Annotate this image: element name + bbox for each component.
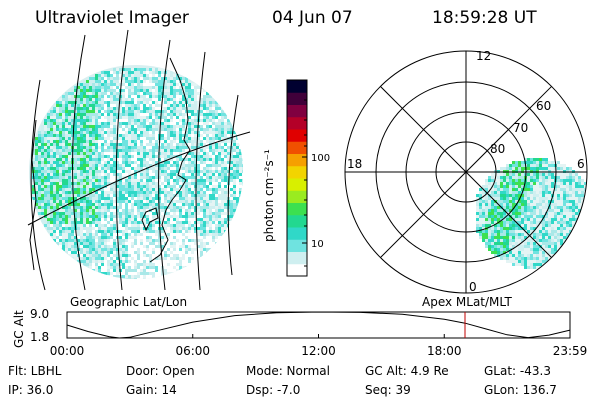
filter-value: Flt: LBHL (8, 364, 62, 378)
observation-date: 04 Jun 07 (272, 8, 353, 28)
coastline-west (29, 119, 37, 271)
polar-grid (344, 50, 588, 294)
mode-value: Mode: Normal (246, 364, 330, 378)
meridian-line (158, 39, 171, 291)
colorbar-tick-label: 10 (311, 239, 324, 250)
glon-value: GLon: 136.7 (484, 383, 557, 397)
colorbar-segment (287, 129, 307, 142)
mlt-label-12: 12 (476, 49, 491, 63)
meridian-line (30, 79, 46, 291)
colorbar-segment (287, 141, 307, 154)
altitude-y-label: GC Alt (12, 310, 26, 348)
mlat-label-70: 70 (513, 121, 528, 135)
mlt-label-6: 6 (577, 157, 585, 171)
altitude-x-tick-label: 18:00 (427, 344, 462, 358)
colorbar-segment (287, 165, 307, 179)
dsp-value: Dsp: -7.0 (246, 383, 301, 397)
instrument-title: Ultraviolet Imager (35, 8, 189, 28)
colorbar-segment (287, 227, 307, 240)
colorbar-segment (287, 116, 307, 130)
mlat-label-80: 80 (490, 142, 505, 156)
altitude-y-tick-label: 9.0 (30, 307, 49, 321)
geographic-disk (27, 29, 251, 291)
altitude-x-tick-label: 00:00 (50, 344, 85, 358)
colorbar-segment (287, 202, 307, 216)
colorbar-tick-label: 100 (311, 153, 330, 164)
gain-value: Gain: 14 (126, 383, 177, 397)
polar-emission-pixels (476, 158, 587, 269)
meridian-line (195, 51, 206, 291)
colorbar-segment (287, 190, 307, 203)
colorbar-segment (287, 263, 307, 277)
altitude-x-tick-label: 12:00 (301, 344, 336, 358)
sequence-value: Seq: 39 (365, 383, 411, 397)
island-outline (141, 207, 159, 232)
observation-time: 18:59:28 UT (432, 8, 537, 28)
colorbar-segment (287, 153, 307, 167)
door-value: Door: Open (126, 364, 195, 378)
latitude-line (27, 131, 251, 226)
geographic-grid (27, 29, 251, 291)
polar-panel-label: Apex MLat/MLT (422, 295, 512, 309)
meridian-line (72, 34, 86, 291)
ip-value: IP: 36.0 (8, 383, 54, 397)
altitude-y-tick-label: 1.8 (30, 330, 49, 344)
mlat-label-60: 60 (536, 99, 551, 113)
mlt-label-0: 0 (469, 280, 477, 294)
colorbar-segment (287, 80, 307, 93)
colorbar-segment (287, 251, 307, 265)
altitude-line (66, 311, 571, 339)
geographic-panel-label: Geographic Lat/Lon (70, 295, 188, 309)
glat-value: GLat: -43.3 (484, 364, 551, 378)
altitude-x-tick-label: 23:59 (553, 344, 588, 358)
colorbar-segment (287, 92, 307, 105)
altitude-chart: 9.0 1.800:00 06:00 12:00 18:00 23:59 (30, 307, 588, 358)
colorbar-segment (287, 104, 307, 118)
colorbar: 100 10 (286, 79, 330, 277)
coastline (149, 57, 191, 263)
uv-emission-pixels (29, 65, 243, 279)
gc-altitude-value: GC Alt: 4.9 Re (365, 364, 449, 378)
meridian-line (115, 29, 129, 291)
meridian-line (227, 94, 239, 276)
colorbar-segment (287, 214, 307, 228)
colorbar-unit-label: photon cm⁻²s⁻¹ (262, 149, 276, 242)
mlt-label-18: 18 (347, 157, 362, 171)
colorbar-frame (286, 79, 308, 277)
altitude-x-tick-label: 06:00 (175, 344, 210, 358)
mlt-axis-diagonal (380, 86, 552, 258)
colorbar-segment (287, 178, 307, 191)
colorbar-segment (287, 239, 307, 252)
